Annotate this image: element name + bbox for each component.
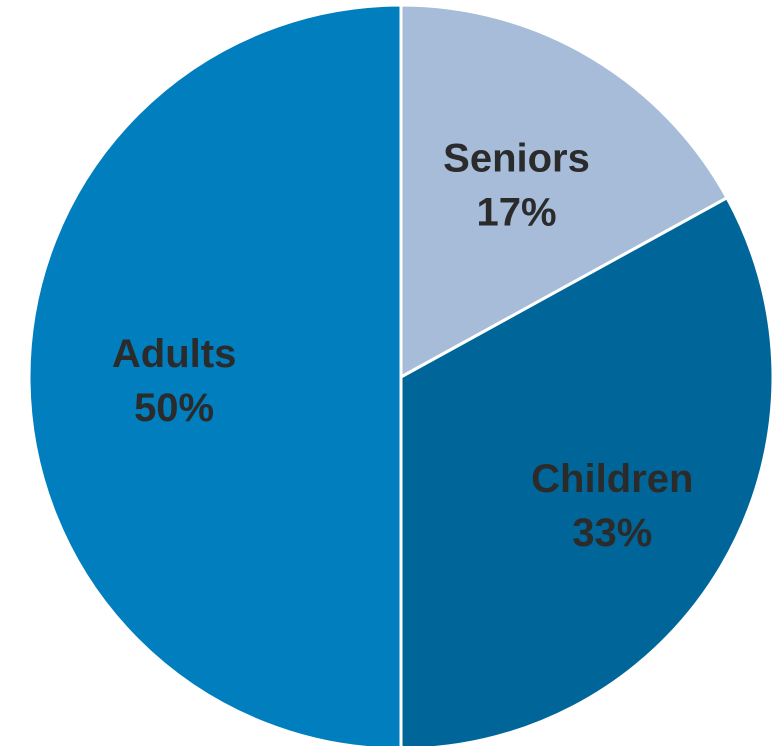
pie-slice-children (399, 196, 775, 746)
slice-value-seniors: 17% (476, 191, 556, 235)
pie-labels: Seniors 17% Children 33% Adults 50% (112, 137, 694, 555)
pie-slice-seniors (399, 3, 729, 379)
slice-label-adults: Adults (112, 332, 236, 376)
pie-slices (27, 3, 775, 746)
slice-value-adults: 50% (134, 386, 214, 430)
pie-slice-adults (27, 3, 403, 746)
slice-label-seniors: Seniors (443, 137, 590, 181)
slice-label-children: Children (531, 457, 693, 501)
slice-value-children: 33% (572, 511, 652, 555)
